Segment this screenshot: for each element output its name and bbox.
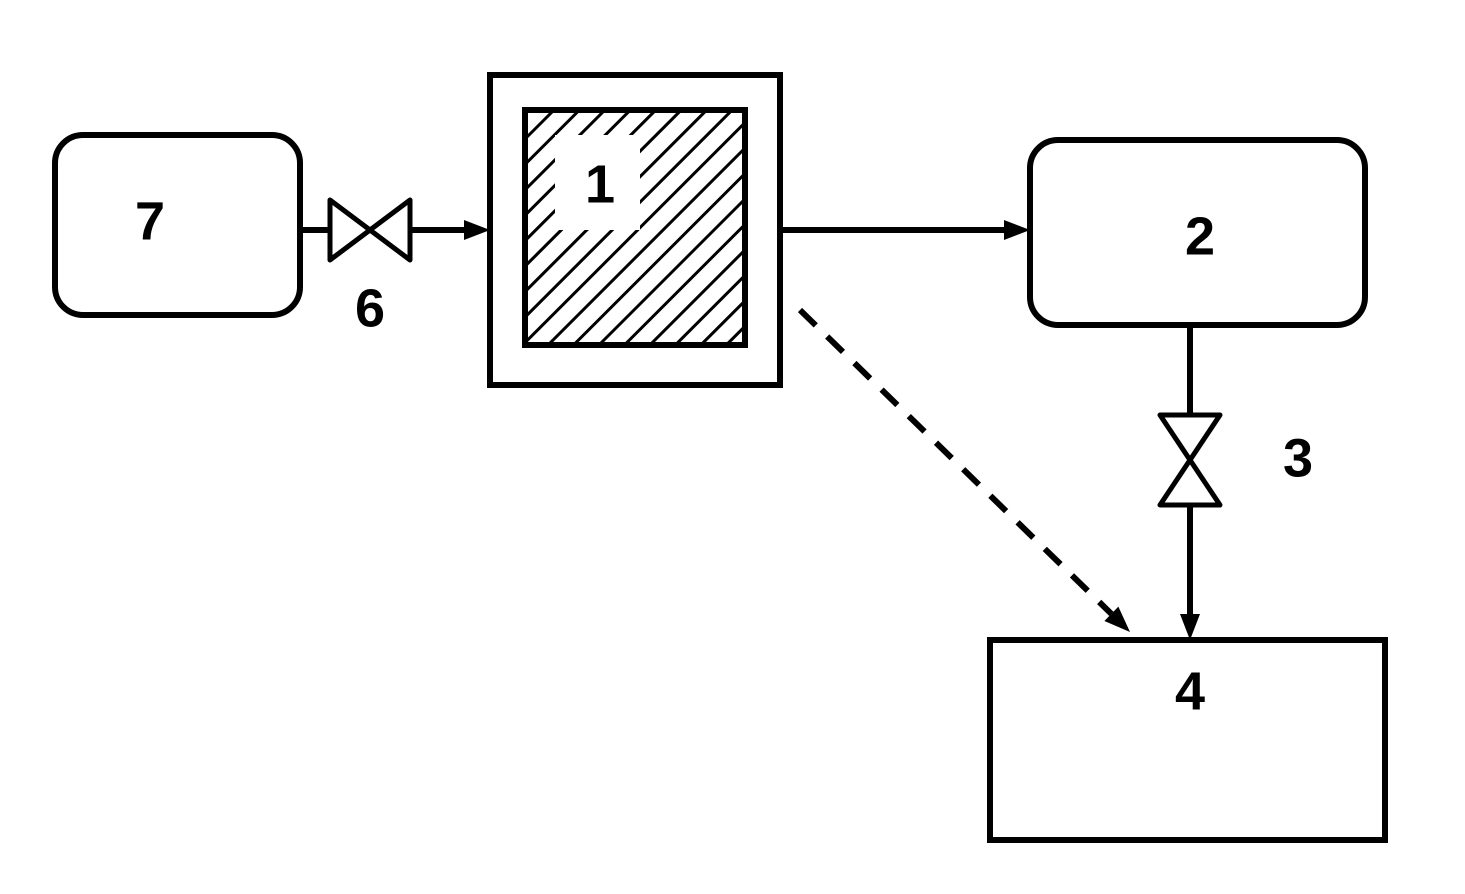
label-n3_label: 3 <box>1283 428 1313 488</box>
label-n2: 2 <box>1185 206 1215 266</box>
label-n1_label: 1 <box>585 154 615 214</box>
edge-e_1_4_dashed <box>800 310 1111 614</box>
label-n4: 4 <box>1175 661 1205 721</box>
node-n6_valve <box>330 200 410 260</box>
node-n3_label: 3 <box>1283 428 1313 488</box>
node-n4: 4 <box>990 640 1385 840</box>
node-n3_valve <box>1160 415 1220 505</box>
node-n2: 2 <box>1030 140 1365 325</box>
label-n7: 7 <box>135 191 165 251</box>
node-n7: 7 <box>55 135 300 315</box>
label-n6_label: 6 <box>355 278 385 338</box>
node-n1_label: 1 <box>585 154 615 214</box>
node-n6_label: 6 <box>355 278 385 338</box>
